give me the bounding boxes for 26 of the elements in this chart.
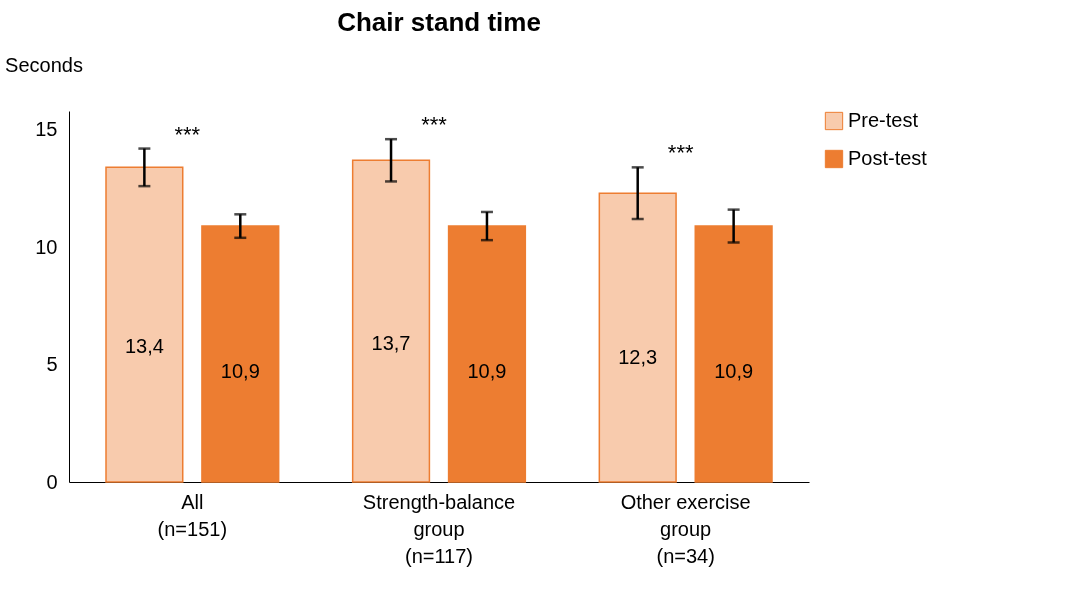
y-tick-label: 5 [46,353,58,376]
y-tick-label: 10 [35,235,58,258]
data-label: 13,7 [371,331,411,354]
data-label: 10,9 [467,359,507,382]
data-label: 13,4 [124,334,164,357]
x-tick-label: Strength-balance group (n=117) [362,490,516,567]
x-tick-label: Other exercise group (n=34) [620,490,751,567]
legend-label: Post-test [848,147,928,169]
chart-title: Chair stand time [337,7,541,37]
bar [694,225,773,483]
bar [351,159,431,483]
y-tick-label: 15 [35,118,58,141]
data-label: 12,3 [618,345,658,368]
data-label: 10,9 [220,359,260,382]
annotation: *** [174,121,201,147]
x-tick-label: All (n=151) [157,490,228,540]
bar [598,192,677,483]
y-tick-label: 0 [46,470,58,493]
bar [201,225,280,483]
data-label: 10,9 [714,359,754,382]
bar [105,166,184,483]
bar [447,225,527,483]
annotation: *** [667,140,694,166]
y-axis-title: Seconds [5,54,83,76]
annotation: *** [421,112,448,138]
legend-label: Pre-test [848,109,919,131]
